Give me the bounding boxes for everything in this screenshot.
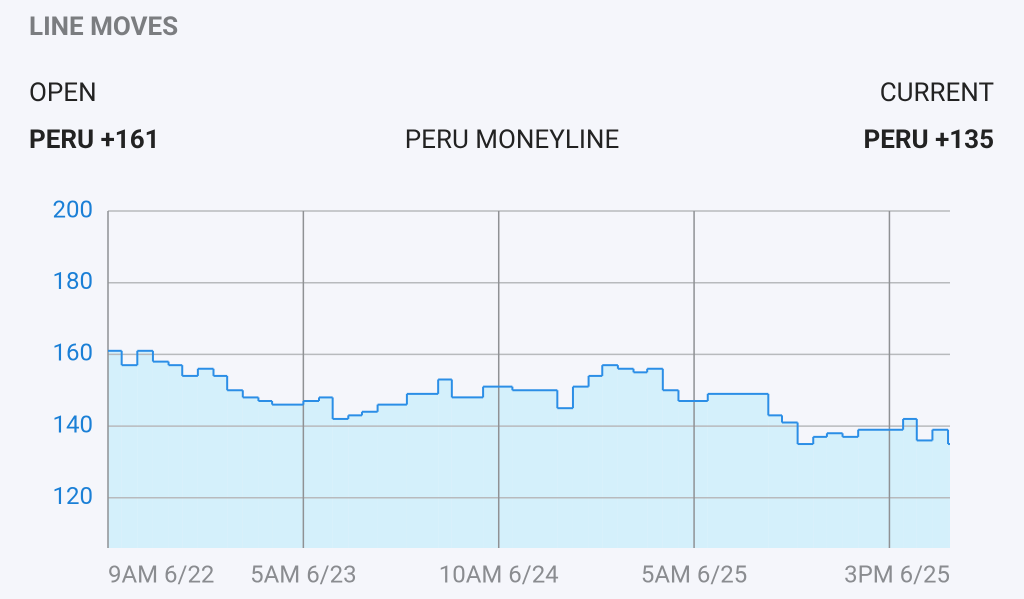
plot: 120 140 160 180 200 9AM 6/22 5AM 6/23 10AM 6/24…: [53, 195, 950, 588]
current-value: PERU +135: [863, 125, 994, 155]
market-name: PERU MONEYLINE: [405, 125, 619, 155]
area-step: [242, 397, 259, 548]
y-tick-label: 180: [53, 267, 93, 295]
area-step: [797, 444, 814, 548]
x-tick-label: 5AM 6/23: [250, 560, 356, 588]
x-tick-label: 3PM 6/25: [844, 560, 950, 588]
area-step: [781, 422, 798, 548]
current-label: CURRENT: [880, 78, 994, 108]
area-step: [318, 397, 333, 548]
area-step: [858, 429, 904, 548]
section-title: LINE MOVES: [29, 12, 178, 42]
y-tick-label: 160: [53, 339, 93, 367]
area-step: [916, 440, 933, 548]
open-value: PERU +161: [29, 125, 160, 155]
area-step: [557, 408, 573, 548]
area-step: [406, 393, 439, 548]
area-step: [182, 375, 198, 548]
area-step: [633, 372, 648, 548]
y-tick-label: 120: [53, 482, 93, 510]
area-step: [512, 390, 558, 548]
area-step: [108, 350, 122, 548]
area-step: [258, 401, 273, 548]
area-step: [213, 375, 228, 548]
area-step: [168, 365, 183, 548]
area-step: [768, 415, 782, 548]
open-label: OPEN: [29, 78, 97, 108]
area-step: [483, 386, 513, 548]
area-step: [137, 350, 153, 548]
area-step: [572, 386, 589, 548]
area-step: [332, 418, 349, 548]
area-step: [197, 368, 214, 548]
area-step: [272, 404, 304, 548]
area-step: [451, 397, 484, 548]
y-tick-label: 140: [53, 410, 93, 438]
x-tick-label: 10AM 6/24: [439, 560, 559, 588]
area-step: [813, 436, 827, 548]
area-step: [903, 418, 917, 548]
area-step: [377, 404, 407, 548]
area-step: [842, 436, 859, 548]
area-step: [438, 379, 452, 548]
area-step: [588, 375, 603, 548]
area-step: [662, 390, 679, 548]
x-tick-label: 9AM 6/22: [108, 560, 214, 588]
area-step: [361, 411, 378, 548]
x-tick-label: 5AM 6/25: [641, 560, 747, 588]
area-step: [152, 361, 169, 548]
area-step: [647, 368, 663, 548]
area-step: [303, 401, 319, 548]
area-step: [707, 393, 769, 548]
area-step: [678, 401, 708, 548]
y-tick-label: 200: [53, 195, 93, 223]
area-step: [348, 415, 362, 548]
area-step: [121, 365, 138, 548]
area-step: [948, 444, 950, 548]
area-step: [227, 390, 243, 548]
area-step: [602, 365, 618, 548]
area-step: [826, 433, 843, 548]
area-step: [617, 368, 634, 548]
area-step: [932, 429, 949, 548]
